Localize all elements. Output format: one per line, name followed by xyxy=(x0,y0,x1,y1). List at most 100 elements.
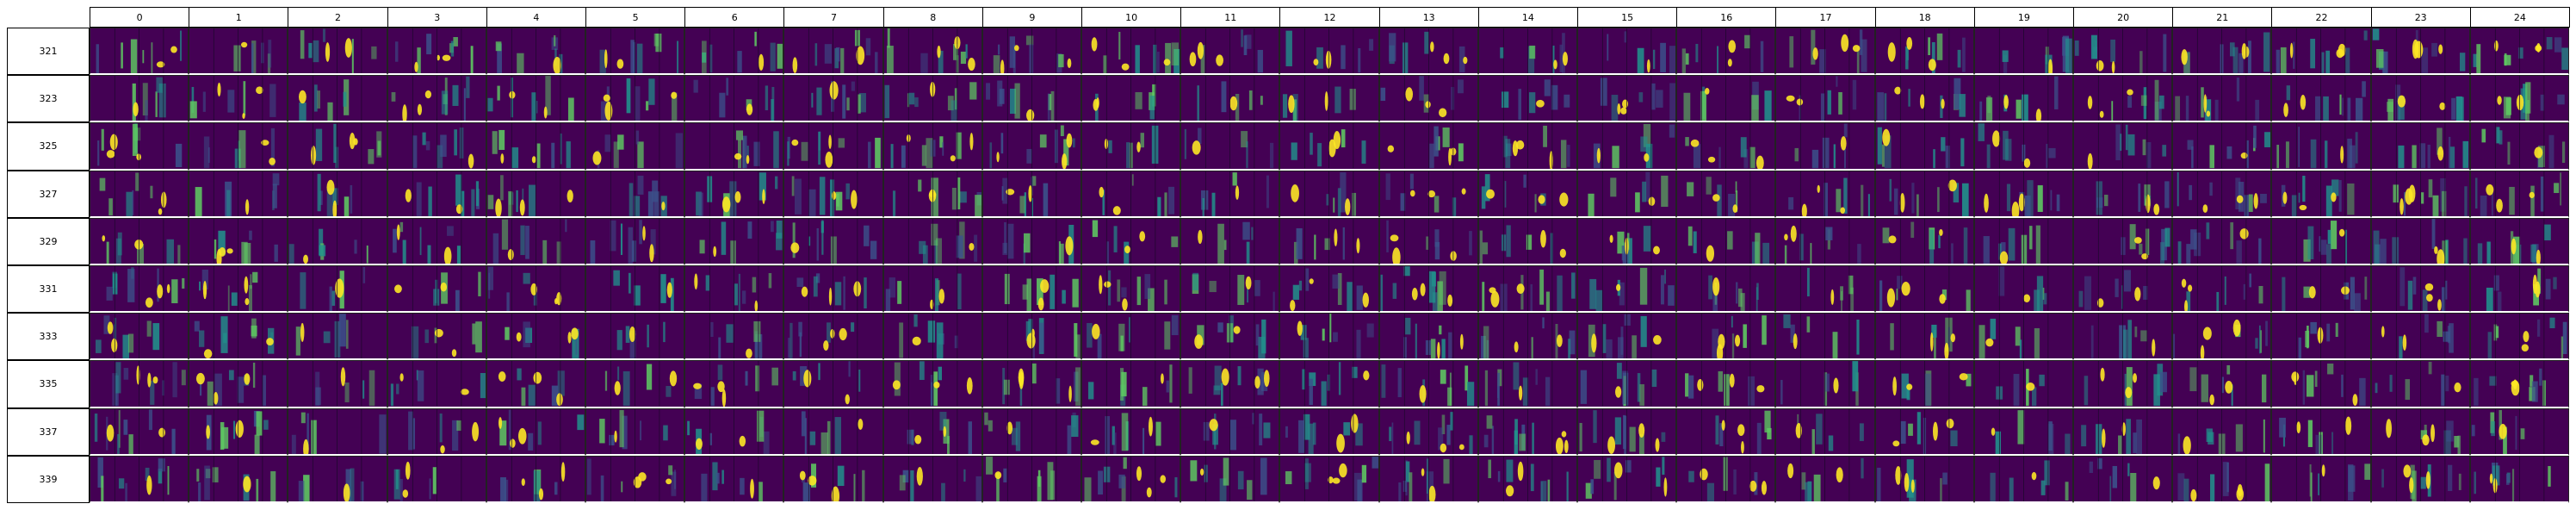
thumbnail-render xyxy=(1194,314,1266,359)
heatmap-thumbnail xyxy=(585,313,685,361)
heatmap-thumbnail xyxy=(1676,217,1776,265)
heatmap-thumbnail xyxy=(1973,313,2073,361)
heatmap-thumbnail xyxy=(2370,75,2470,123)
heatmap-thumbnail xyxy=(1577,170,1677,218)
thumbnail-render xyxy=(610,171,667,216)
thumbnail-render xyxy=(1087,314,1179,359)
heatmap-thumbnail xyxy=(882,75,982,123)
thumbnail-render xyxy=(693,76,775,121)
thumbnail-render xyxy=(1483,408,1569,454)
heatmap-thumbnail xyxy=(2370,217,2470,265)
thumbnail-render xyxy=(1294,218,1360,264)
heatmap-thumbnail xyxy=(2271,407,2371,456)
thumbnail-render xyxy=(792,171,858,216)
heatmap-thumbnail xyxy=(288,170,387,218)
heatmap-thumbnail xyxy=(90,455,189,503)
thumbnail-render xyxy=(2395,123,2468,169)
heatmap-thumbnail xyxy=(1180,170,1280,218)
thumbnail-render xyxy=(1084,456,1178,501)
heatmap-thumbnail xyxy=(684,407,784,456)
heatmap-thumbnail xyxy=(1279,265,1379,314)
thumbnail-render xyxy=(2474,456,2551,501)
heatmap-thumbnail xyxy=(882,122,982,171)
thumbnail-render xyxy=(1480,314,1576,359)
heatmap-thumbnail xyxy=(387,455,486,503)
heatmap-thumbnail xyxy=(189,265,288,314)
thumbnail-render xyxy=(1978,123,2056,169)
thumbnail-render xyxy=(687,408,770,454)
thumbnail-render xyxy=(393,266,481,312)
thumbnail-render xyxy=(1090,408,1161,454)
thumbnail-render xyxy=(1789,28,1867,74)
thumbnail-render xyxy=(1681,28,1764,74)
heatmap-thumbnail xyxy=(1279,407,1379,456)
thumbnail-render xyxy=(390,361,486,407)
heatmap-thumbnail xyxy=(1279,360,1379,408)
heatmap-thumbnail xyxy=(387,75,486,123)
thumbnail-render xyxy=(2181,28,2270,74)
heatmap-thumbnail xyxy=(2271,217,2371,265)
thumbnail-render xyxy=(2084,361,2167,407)
thumbnail-render xyxy=(1481,171,1569,216)
thumbnail-render xyxy=(599,28,679,74)
thumbnail-render xyxy=(1285,408,1364,454)
thumbnail-render xyxy=(394,28,474,74)
thumbnail-render xyxy=(600,76,678,121)
thumbnail-render xyxy=(313,361,375,407)
heatmap-thumbnail xyxy=(981,217,1081,265)
heatmap-thumbnail xyxy=(90,75,189,123)
thumbnail-render xyxy=(2074,28,2167,74)
thumbnail-render xyxy=(1380,76,1464,121)
column-header: 21 xyxy=(2172,7,2273,28)
heatmap-thumbnail xyxy=(1477,360,1577,408)
thumbnail-render xyxy=(793,361,861,407)
heatmap-thumbnail xyxy=(2370,28,2470,76)
heatmap-thumbnail xyxy=(1081,122,1181,171)
heatmap-thumbnail xyxy=(2370,455,2470,503)
thumbnail-render xyxy=(2381,456,2461,501)
thumbnail-render xyxy=(1882,218,1967,264)
heatmap-thumbnail xyxy=(783,265,883,314)
thumbnail-render xyxy=(299,456,364,501)
column-header: 16 xyxy=(1676,7,1777,28)
thumbnail-render xyxy=(800,456,865,501)
heatmap-thumbnail xyxy=(387,217,486,265)
column-header: 13 xyxy=(1378,7,1479,28)
heatmap-thumbnail xyxy=(2469,455,2569,503)
heatmap-thumbnail xyxy=(90,407,189,456)
heatmap-thumbnail xyxy=(2469,122,2569,171)
thumbnail-render xyxy=(1387,123,1464,169)
thumbnail-render xyxy=(1006,314,1081,359)
heatmap-thumbnail xyxy=(486,122,585,171)
thumbnail-render xyxy=(1601,218,1660,264)
thumbnail-render xyxy=(1800,266,1855,312)
thumbnail-render xyxy=(1787,456,1865,501)
thumbnail-render xyxy=(2096,171,2170,216)
heatmap-thumbnail xyxy=(2172,407,2272,456)
heatmap-thumbnail xyxy=(1874,313,1974,361)
thumbnail-render xyxy=(884,76,977,121)
heatmap-thumbnail xyxy=(1775,455,1875,503)
heatmap-thumbnail xyxy=(1180,265,1280,314)
thumbnail-render xyxy=(1291,171,1357,216)
thumbnail-render xyxy=(96,28,183,74)
thumbnail-render xyxy=(1701,408,1772,454)
column-header: 22 xyxy=(2271,7,2372,28)
heatmap-thumbnail xyxy=(882,360,982,408)
thumbnail-render xyxy=(709,123,779,169)
thumbnail-render xyxy=(1588,314,1662,359)
heatmap-thumbnail xyxy=(2370,265,2470,314)
heatmap-thumbnail xyxy=(585,170,685,218)
thumbnail-render xyxy=(907,218,977,264)
heatmap-thumbnail xyxy=(981,360,1081,408)
heatmap-thumbnail xyxy=(1477,170,1577,218)
heatmap-thumbnail xyxy=(2469,75,2569,123)
thumbnail-render xyxy=(993,28,1072,74)
heatmap-thumbnail xyxy=(288,28,387,76)
heatmap-thumbnail xyxy=(1775,360,1875,408)
thumbnail-render xyxy=(2375,361,2461,407)
heatmap-thumbnail xyxy=(783,217,883,265)
heatmap-thumbnail xyxy=(1378,217,1478,265)
heatmap-thumbnail xyxy=(1577,75,1677,123)
heatmap-thumbnail xyxy=(1676,313,1776,361)
